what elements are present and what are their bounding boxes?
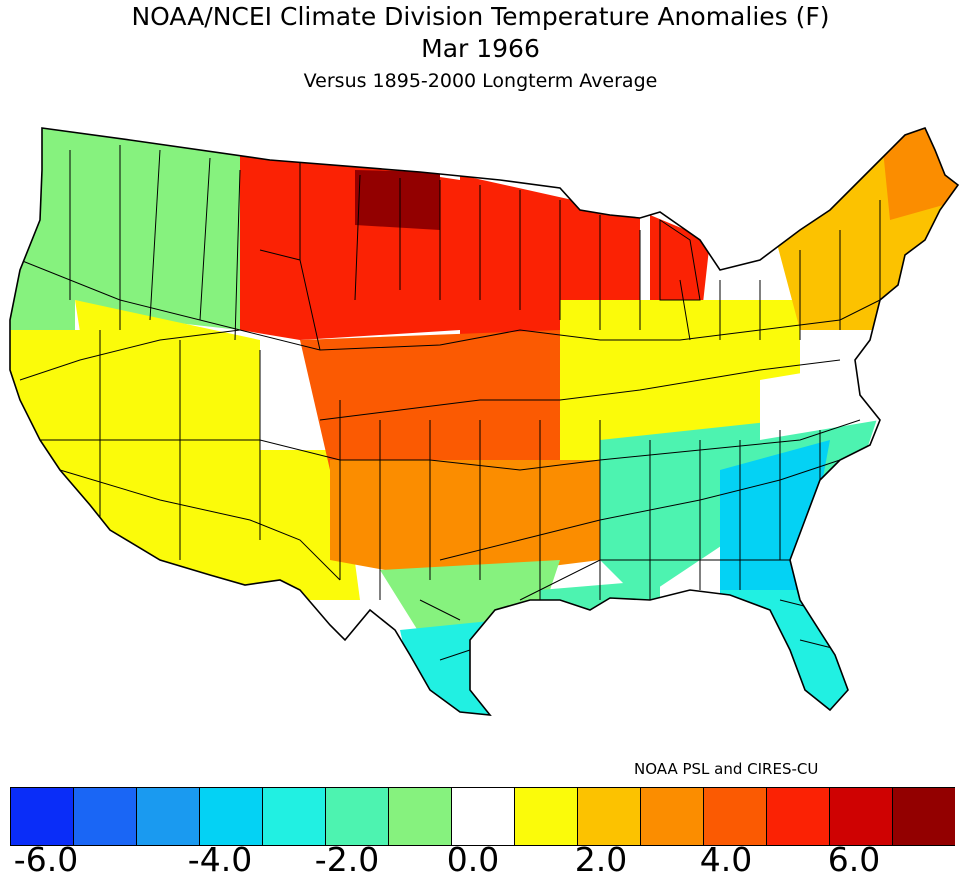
legend-swatch [388, 787, 452, 846]
map-period: Mar 1966 [421, 34, 540, 63]
legend-tick-label: 6.0 [827, 840, 881, 879]
legend-tick-label: 0.0 [446, 840, 500, 879]
map-title: NOAA/NCEI Climate Division Temperature A… [131, 2, 830, 31]
legend-swatch [703, 787, 767, 846]
legend-swatch [640, 787, 704, 846]
us-climate-division-map [9, 127, 959, 716]
legend-tick-label: 4.0 [699, 840, 753, 879]
legend-swatch [577, 787, 641, 846]
legend-tick-label: -4.0 [187, 840, 253, 879]
legend-swatch [451, 787, 515, 846]
climate-region [355, 170, 440, 230]
climate-region [330, 460, 620, 580]
climate-region [75, 128, 240, 330]
legend-swatch [136, 787, 200, 846]
legend-tick-label: -2.0 [314, 840, 380, 879]
legend-swatch [199, 787, 263, 846]
climate-region [460, 175, 640, 340]
legend-swatch [73, 787, 137, 846]
legend-swatch [892, 787, 955, 846]
legend-tick-label: 2.0 [574, 840, 628, 879]
legend-swatch [514, 787, 578, 846]
legend-swatch [829, 787, 893, 846]
climate-region [100, 450, 360, 600]
color-legend-bar [10, 787, 955, 846]
climate-region [760, 360, 880, 440]
legend-tick-label: -6.0 [13, 840, 79, 879]
climate-region [880, 128, 958, 220]
legend-swatch [325, 787, 389, 846]
division-boundaries [19, 145, 881, 661]
climate-region [300, 330, 560, 470]
legend-swatch [262, 787, 326, 846]
map-baseline: Versus 1895-2000 Longterm Average [303, 70, 658, 92]
credit-label: NOAA PSL and CIRES-CU [634, 760, 819, 778]
legend-swatch [766, 787, 830, 846]
legend-swatch [10, 787, 74, 846]
